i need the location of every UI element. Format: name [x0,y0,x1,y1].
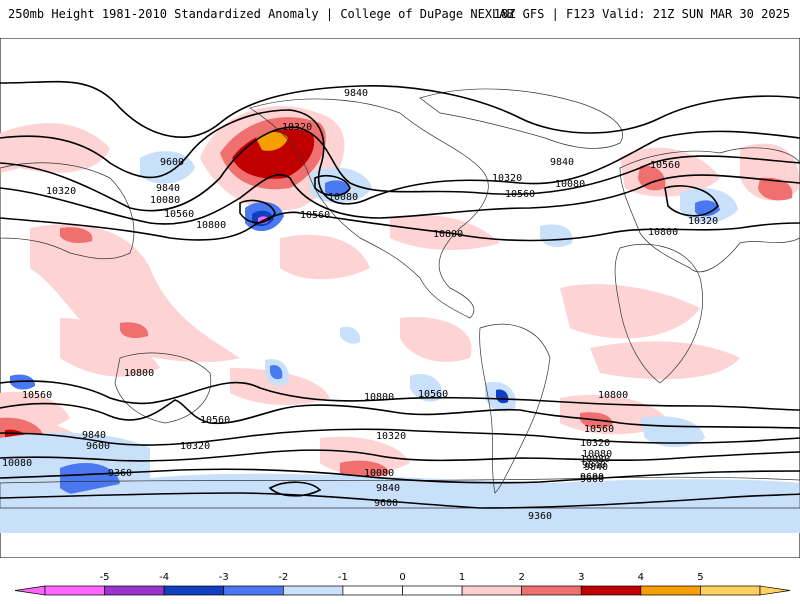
contour-labels: 9840 9600 10320 9840 10080 10560 10800 1… [2,88,718,522]
colorbar-tick-label: 0 [399,572,405,583]
colorbar-swatch [700,585,761,596]
contour-label: 10320 [180,441,210,452]
contour-label: 10320 [688,216,718,227]
map-panel: 9840 9600 10320 9840 10080 10560 10800 1… [0,38,800,558]
colorbar-ticks: -5 -4 -3 -2 -1 0 1 2 3 4 5 [100,572,704,583]
contour-label: 10560 [650,160,680,171]
contour-label: 9600 [580,472,604,483]
colorbar-boxes [14,585,791,596]
colorbar-tick-label: 3 [578,572,584,583]
contour-label: 9360 [528,511,552,522]
colorbar-tick-label: -2 [278,572,288,583]
contour-label: 10320 [580,438,610,449]
contour-label: 10560 [22,390,52,401]
colorbar-swatch [44,585,105,596]
contour-label: 10560 [300,210,330,221]
colorbar-swatch [342,585,403,596]
contour-label: 9600 [86,441,110,452]
contour-label: 10800 [196,220,226,231]
contour-label: 10080 [364,468,394,479]
colorbar-svg: -5 -4 -3 -2 -1 0 1 2 3 4 5 [14,572,791,596]
contour-label: 9840 [376,483,400,494]
colorbar-tick-label: 2 [518,572,524,583]
contour-label: 9600 [580,474,604,485]
colorbar-tick-label: -4 [159,572,169,583]
colorbar-swatch [223,585,284,596]
colorbar-tick-label: -1 [338,572,348,583]
contour-label: 10080 [2,458,32,469]
contour-label: 10800 [124,368,154,379]
contour-label: 10560 [164,209,194,220]
contour-label: 10080 [150,195,180,206]
contour-label: 9840 [82,430,106,441]
colorbar-swatch [461,585,523,596]
contour-label: 10800 [433,229,463,240]
colorbar-right-arrow [759,585,791,596]
contour-label: 10560 [200,415,230,426]
contour-label: 9840 [582,460,606,471]
colorbar-left-arrow [14,585,46,596]
anomaly-map: 9840 9600 10320 9840 10080 10560 10800 1… [0,38,800,558]
contour-label: 9840 [156,183,180,194]
contour-label: 10080 [328,192,358,203]
contour-label: 9840 [584,462,608,473]
contour-label: 9600 [374,498,398,509]
negative-anomaly-shading [0,151,800,533]
contour-label: 10080 [555,179,585,190]
contour-label: 10320 [282,122,312,133]
map-title: 250mb Height 1981-2010 Standardized Anom… [8,7,514,21]
colorbar-tick-label: 1 [459,572,465,583]
contour-label: 9840 [550,157,574,168]
colorbar-swatch [282,585,344,596]
contour-label: 9360 [108,468,132,479]
contour-label: 10560 [418,389,448,400]
contour-label: 10080 [582,449,612,460]
contour-label: 10800 [648,227,678,238]
colorbar-tick-label: -5 [100,572,110,583]
colorbar-tick-label: 5 [697,572,703,583]
header: 250mb Height 1981-2010 Standardized Anom… [0,0,800,38]
colorbar-swatch [640,585,701,596]
contour-label: 10320 [492,173,522,184]
colorbar: -5 -4 -3 -2 -1 0 1 2 3 4 5 [0,568,800,600]
contour-label: 9600 [160,157,184,168]
colorbar-swatch [402,585,463,596]
contour-label: 10800 [364,392,394,403]
colorbar-swatch [580,585,642,596]
contour-label: 9840 [344,88,368,99]
colorbar-swatch [163,585,225,596]
contour-label: 10320 [376,431,406,442]
contour-label: 10800 [598,390,628,401]
colorbar-swatch [521,585,582,596]
contour-label: 10560 [584,424,614,435]
contour-label: 10560 [505,189,535,200]
contour-label: 10080 [580,454,610,465]
height-contours [0,80,800,509]
colorbar-tick-label: -3 [219,572,229,583]
contour-label: 10320 [46,186,76,197]
colorbar-tick-label: 4 [638,572,644,583]
colorbar-swatch [104,585,165,596]
valid-time: 18Z GFS | F123 Valid: 21Z SUN MAR 30 202… [493,7,790,21]
